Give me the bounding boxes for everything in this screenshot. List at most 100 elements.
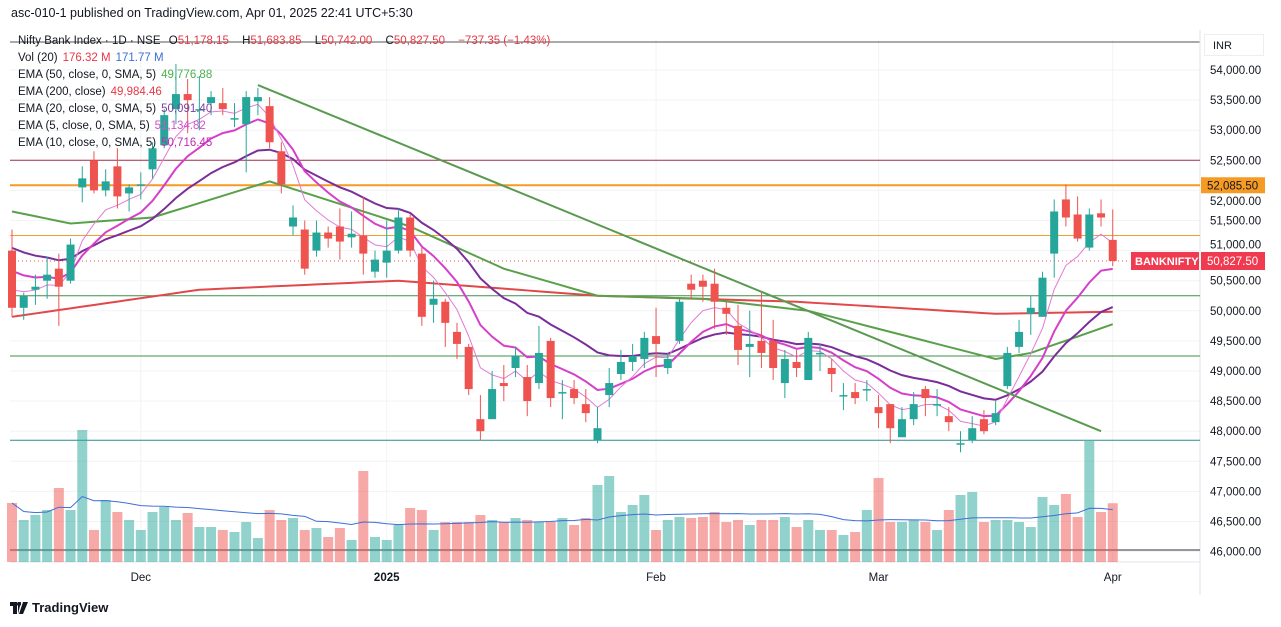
candle-body [125,187,134,194]
volume-bar [990,520,1001,562]
volume-bar [662,520,673,562]
candle-body [101,181,110,191]
volume-bar [194,527,205,562]
price-tick-label: 47,000.00 [1210,486,1261,498]
ema50-line [11,180,1114,360]
volume-bar [276,520,287,562]
candle-body [605,383,614,396]
currency-button[interactable]: INR [1204,34,1264,56]
volume-bar [370,537,381,562]
price-tick-label: 46,000.00 [1210,547,1261,559]
candle-body [171,94,180,110]
ema20-value: 50,091.40 [161,103,213,115]
vol-label: Vol (20) [18,52,58,64]
candle-body [722,307,731,314]
candle-body [1085,214,1094,248]
price-tick-label: 53,000.00 [1210,125,1261,137]
volume-bar [744,525,755,562]
volume-bar [42,510,53,562]
candle-body [886,404,895,429]
volume-bar [170,520,181,562]
volume-bar [416,510,427,562]
legend-ema10[interactable]: EMA (10, close, 0, SMA, 5) 50,716.45 [18,137,217,149]
tradingview-brand: TradingView [32,600,109,615]
volume-bar [206,527,217,562]
candle-body [570,389,579,399]
last-price-label: 50,827.50 [1207,256,1258,268]
legend-ema20[interactable]: EMA (20, close, 0, SMA, 5) 50,091.40 [18,103,217,115]
volume-bar [791,527,802,562]
legend-volume[interactable]: Vol (20) 176.32 M 171.77 M [18,52,169,64]
volume-bar [1060,494,1071,562]
level-price-badge [1201,177,1265,194]
candle-body [745,343,754,347]
volume-bar [814,530,825,562]
volume-bar [241,522,252,562]
candle-body [43,274,52,281]
volume-bar [475,515,486,562]
high-value: 51,683.85 [250,35,302,47]
volume-bar [756,520,767,562]
candle-body [394,217,403,251]
price-tick-label: 52,500.00 [1210,155,1261,167]
candle-body [1108,239,1117,261]
legend-ema5[interactable]: EMA (5, close, 0, SMA, 5) 51,134.82 [18,120,211,132]
legend-ema200[interactable]: EMA (200, close) 49,984.46 [18,86,167,98]
candle-body [54,268,63,287]
volume-bar [65,510,76,562]
candle-body [113,166,122,197]
date-tick-label: Apr [1104,572,1122,584]
ema5-label: EMA (5, close, 0, SMA, 5) [18,120,150,132]
candle-body [31,286,40,290]
last-price-badge [1201,251,1265,270]
volume-bar [826,530,837,562]
candle-body [921,389,930,399]
candle-body [160,115,169,146]
volume-bar [346,540,357,562]
volume-bar [533,522,544,562]
volume-bar [1072,517,1083,562]
candle-body [839,395,848,397]
tradingview-logo[interactable]: TradingView [10,600,108,615]
date-tick-label: Mar [869,572,889,584]
candle-body [300,229,309,269]
open-value: 51,178.15 [177,35,229,47]
price-tick-label: 48,500.00 [1210,396,1261,408]
candle-body [710,283,719,302]
volume-bar [18,520,29,562]
volume-bar [264,510,275,562]
ema200-value: 49,984.46 [110,86,162,98]
ema5-line [11,103,1114,427]
volume-bar [100,500,111,562]
volume-bar [440,522,451,562]
candle-body [230,118,239,120]
candle-body [277,151,286,185]
volume-bar [30,515,41,562]
volume-bar [674,517,685,562]
candle-body [324,232,333,239]
volume-bar [803,520,814,562]
candle-body [136,184,145,186]
candle-body [148,148,157,170]
ema50-label: EMA (50, close, 0, SMA, 5) [18,69,157,81]
ema20-line [11,148,1114,401]
volume-bar [229,532,240,562]
candle-body [1097,213,1106,218]
ema10-line [11,118,1113,418]
candle-body [874,407,883,414]
legend-ema50[interactable]: EMA (50, close, 0, SMA, 5) 49,776.88 [18,69,217,81]
candle-body [769,340,778,368]
candle-body [968,428,977,441]
price-tick-label: 53,500.00 [1210,95,1261,107]
tradingview-logo-icon [10,601,28,614]
candle-body [19,295,28,308]
volume-bar [487,520,498,562]
high-label: H [242,35,251,47]
candle-body [452,331,461,344]
symbol-badge [1131,251,1199,270]
volume-bar [932,530,943,562]
volume-bar [721,522,732,562]
price-tick-label: 50,000.00 [1210,306,1261,318]
volume-bar [627,505,638,562]
